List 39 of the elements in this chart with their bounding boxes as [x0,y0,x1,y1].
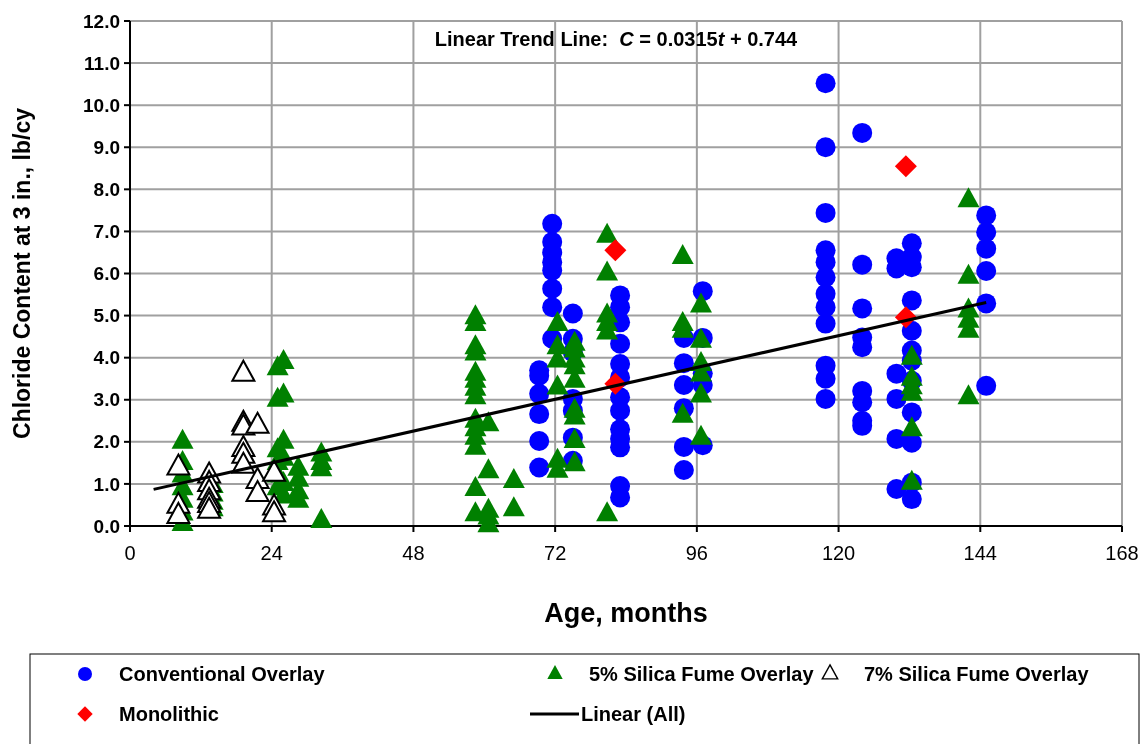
x-tick-label: 96 [685,542,708,564]
legend-label: Conventional Overlay [119,663,326,685]
x-tick-label: 168 [1105,542,1139,564]
point [262,459,287,482]
point [197,496,222,519]
y-tick-label: 11.0 [84,52,120,74]
point [231,359,256,382]
point [166,501,191,524]
y-tick-label: 2.0 [93,431,120,453]
legend-label: 5% Silica Fume Overlay [589,663,815,685]
x-tick-label: 120 [821,542,856,564]
legend-label: Linear (All) [581,703,686,725]
x-tick-label: 72 [544,542,567,564]
y-tick-label: 1.0 [93,473,120,495]
point [245,480,270,503]
x-tick-label: 24 [260,542,283,564]
y-tick-label: 5.0 [93,305,120,327]
point [245,411,270,434]
point [894,155,917,178]
x-tick-label: 144 [963,542,997,564]
point [604,239,627,262]
point [262,500,287,523]
y-tick-label: 6.0 [93,263,120,285]
y-tick-label: 8.0 [93,178,120,200]
y-tick-label: 4.0 [93,347,120,369]
y-tick-label: 7.0 [93,221,120,243]
point [166,453,191,476]
annotation: Linear Trend Line: C = 0.0315t + 0.744 [434,28,799,50]
x-axis-title: Age, months [544,598,708,628]
x-tick-label: 48 [402,542,425,564]
y-tick-label: 9.0 [93,136,120,158]
y-tick-label: 0.0 [93,515,120,537]
y-tick-label: 3.0 [93,389,120,411]
legend-label: 7% Silica Fume Overlay [864,663,1090,685]
legend-label: Monolithic [119,703,219,725]
y-tick-label: 12.0 [83,10,120,32]
x-tick-label: 0 [124,542,136,564]
y-tick-label: 10.0 [83,94,120,116]
y-axis-title: Chloride Content at 3 in., lb/cy [9,107,35,439]
